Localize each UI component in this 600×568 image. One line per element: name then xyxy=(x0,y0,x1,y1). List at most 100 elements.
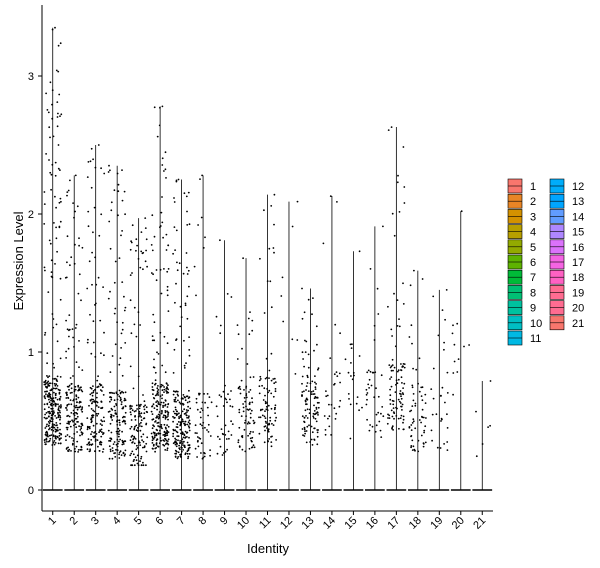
data-point xyxy=(70,256,73,259)
data-point xyxy=(204,452,206,455)
data-point xyxy=(64,276,67,279)
data-point xyxy=(266,409,269,411)
data-point xyxy=(81,410,84,413)
data-point xyxy=(305,385,308,387)
data-point xyxy=(52,326,55,329)
data-point xyxy=(422,443,425,445)
data-point xyxy=(132,460,135,462)
data-point xyxy=(201,401,204,404)
data-point xyxy=(74,243,76,246)
data-point xyxy=(391,358,394,361)
data-point xyxy=(163,268,165,270)
data-point xyxy=(396,325,399,327)
data-point xyxy=(94,401,96,404)
data-point xyxy=(114,456,117,458)
data-point xyxy=(138,440,140,442)
data-point xyxy=(356,396,359,398)
data-point xyxy=(227,393,229,395)
data-point xyxy=(47,425,50,427)
data-point xyxy=(308,412,311,415)
data-point xyxy=(48,434,51,437)
data-point xyxy=(197,224,200,226)
data-point xyxy=(46,352,49,354)
data-point xyxy=(252,376,255,378)
data-point xyxy=(273,251,275,254)
data-point xyxy=(46,433,49,436)
data-point xyxy=(155,434,158,437)
data-point xyxy=(268,377,270,379)
data-point xyxy=(119,396,122,399)
data-point xyxy=(78,406,81,409)
data-point xyxy=(131,409,134,412)
data-point xyxy=(481,443,484,445)
data-point xyxy=(179,428,182,431)
data-point xyxy=(420,386,423,389)
data-point xyxy=(251,397,253,400)
data-point xyxy=(66,426,69,429)
data-point xyxy=(51,28,54,31)
data-point xyxy=(411,384,414,387)
data-point xyxy=(176,431,179,434)
data-point xyxy=(114,307,117,310)
data-point xyxy=(76,415,79,418)
data-point xyxy=(78,340,80,342)
data-point xyxy=(175,180,178,183)
data-point xyxy=(153,106,156,109)
x-tick-label: 12 xyxy=(278,515,295,532)
data-point xyxy=(178,412,180,415)
data-point xyxy=(67,385,70,388)
data-point xyxy=(181,410,184,413)
data-point xyxy=(97,445,99,448)
data-point xyxy=(60,433,62,435)
data-point xyxy=(164,371,167,374)
data-point xyxy=(444,401,446,404)
data-point xyxy=(137,258,140,260)
data-point xyxy=(164,414,167,417)
data-point xyxy=(229,405,232,407)
data-point xyxy=(183,364,186,367)
legend-label: 7 xyxy=(530,272,536,284)
data-point xyxy=(56,340,59,343)
data-point xyxy=(187,425,190,428)
data-point xyxy=(68,448,71,451)
data-point xyxy=(136,447,139,449)
data-point xyxy=(246,363,249,365)
data-point xyxy=(111,392,114,394)
data-point xyxy=(157,389,160,391)
data-point xyxy=(57,413,59,415)
data-point xyxy=(440,417,443,420)
data-point xyxy=(378,420,381,423)
data-point xyxy=(53,426,56,429)
data-point xyxy=(386,422,389,425)
data-point xyxy=(188,285,190,288)
data-point xyxy=(187,416,190,419)
data-point xyxy=(51,163,54,166)
data-point xyxy=(365,403,368,406)
data-point xyxy=(49,395,52,398)
data-point xyxy=(175,400,177,403)
data-point xyxy=(51,398,54,400)
data-point xyxy=(184,424,186,427)
jitter-points xyxy=(43,26,492,467)
data-point xyxy=(315,383,317,385)
data-point xyxy=(452,393,454,396)
data-point xyxy=(52,387,55,390)
data-point xyxy=(194,432,197,434)
x-tick-label: 6 xyxy=(153,515,166,528)
data-point xyxy=(335,412,338,415)
data-point xyxy=(121,281,124,283)
data-point xyxy=(350,375,352,377)
data-point xyxy=(368,378,371,381)
data-point xyxy=(194,424,197,427)
data-point xyxy=(102,416,105,419)
data-point xyxy=(389,378,391,380)
data-point xyxy=(184,302,187,305)
data-point xyxy=(115,448,117,451)
data-point xyxy=(240,435,243,438)
data-point xyxy=(56,424,58,426)
data-point xyxy=(402,415,405,418)
data-point xyxy=(395,383,397,386)
data-point xyxy=(236,358,239,360)
data-point xyxy=(109,169,111,172)
data-point xyxy=(431,439,433,442)
